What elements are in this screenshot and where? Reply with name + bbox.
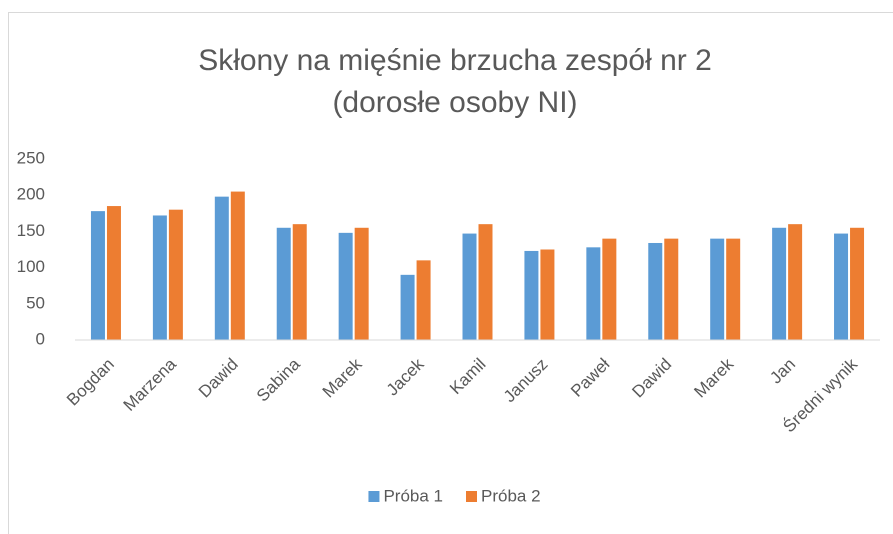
y-tick-label: 100 — [17, 257, 45, 276]
bar — [416, 260, 431, 340]
bar — [276, 227, 291, 340]
bar — [602, 238, 617, 340]
bar — [772, 227, 787, 340]
bar — [586, 247, 601, 340]
bar — [168, 209, 183, 340]
y-tick-label: 0 — [36, 329, 45, 348]
chart-title: (dorosłe osoby NI) — [332, 86, 577, 119]
bar — [90, 211, 105, 340]
bar — [214, 196, 229, 340]
legend-label: Próba 1 — [383, 486, 443, 505]
bar — [540, 249, 555, 340]
bar — [524, 250, 539, 340]
y-tick-label: 200 — [17, 185, 45, 204]
bar — [462, 233, 477, 340]
bar — [106, 206, 121, 340]
legend-swatch — [466, 491, 477, 502]
legend-label: Próba 2 — [481, 486, 541, 505]
bar — [292, 224, 307, 340]
bar — [400, 274, 415, 340]
bar — [664, 238, 679, 340]
bar — [152, 215, 167, 340]
bar — [710, 238, 725, 340]
bar — [834, 233, 849, 340]
legend-swatch — [368, 491, 380, 502]
bar — [230, 191, 245, 340]
y-tick-label: 150 — [17, 221, 45, 240]
y-tick-label: 50 — [26, 293, 45, 312]
bar — [850, 227, 865, 340]
bar — [354, 227, 369, 340]
bar — [648, 242, 663, 340]
bar — [338, 232, 353, 340]
bar — [478, 224, 493, 340]
y-tick-label: 250 — [17, 148, 45, 167]
bar — [788, 224, 803, 340]
bar — [726, 238, 741, 340]
chart-title: Skłony na mięśnie brzucha zespół nr 2 — [198, 44, 712, 77]
